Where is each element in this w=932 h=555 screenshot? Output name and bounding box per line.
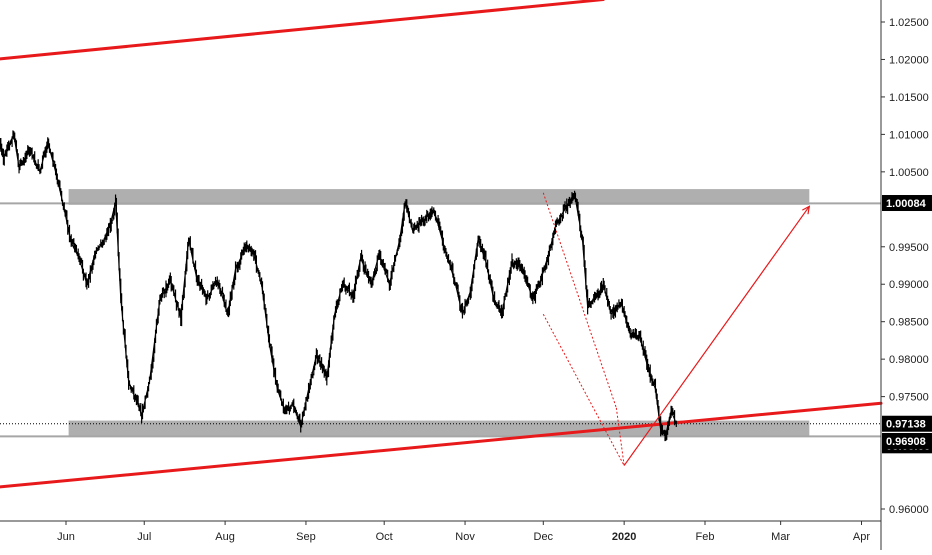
y-tick-label-2: 1.01500 (889, 92, 929, 104)
y-tick-label-6: 0.99000 (889, 279, 929, 291)
y-tick-label-1: 1.02000 (889, 54, 929, 66)
price-label-bg-0 (882, 195, 932, 212)
x-tick-label-5: Nov (455, 531, 475, 543)
x-tick-label-8: Feb (696, 531, 715, 543)
projection-arrowhead (802, 205, 811, 215)
x-tick-label-2: Aug (215, 531, 235, 543)
x-tick-label-1: Jul (137, 531, 151, 543)
zone-rect-1[interactable] (68, 420, 810, 437)
trendlines[interactable] (0, 0, 883, 489)
x-tick-label-0: Jun (57, 531, 75, 543)
price-bars (0, 130, 677, 442)
y-tick-label-3: 1.01000 (889, 129, 929, 141)
dotted-channel-line-2[interactable] (615, 407, 625, 466)
trendline-0[interactable] (0, 0, 605, 61)
price-path (0, 132, 677, 436)
price-series (0, 130, 677, 442)
price-label-bg-1 (882, 415, 932, 432)
x-tick-label-6: Dec (534, 531, 554, 543)
y-tick-label-5: 0.99500 (889, 242, 929, 254)
price-label-1: 0.97138 (886, 419, 926, 431)
x-tick-label-9: Mar (771, 531, 790, 543)
y-tick-label-0: 1.02500 (889, 17, 929, 29)
price-label-bg-3 (882, 432, 932, 449)
x-tick-label-7: 2020 (612, 531, 636, 543)
dotted-channel-line-0[interactable] (542, 192, 617, 409)
dotted-channel-line-1[interactable] (542, 313, 625, 466)
projection-drawings[interactable] (542, 192, 811, 466)
y-tick-label-7: 0.98500 (889, 317, 929, 329)
price-axis[interactable]: 1.02500 1.02000 1.01500 1.01000 1.00500 0.995… (880, 0, 929, 550)
time-axis[interactable]: Jun Jul Aug Sep Oct Nov Dec 2020 Feb Mar Apr (0, 520, 881, 543)
price-label-0: 1.00084 (886, 198, 927, 210)
x-tick-label-3: Sep (296, 531, 316, 543)
y-tick-label-9: 0.97500 (889, 392, 929, 404)
y-tick-label-8: 0.98000 (889, 354, 929, 366)
y-tick-label-10: 0.96000 (889, 504, 929, 516)
support-resistance-zones (68, 189, 810, 437)
x-tick-label-4: Oct (376, 531, 393, 543)
horizontal-levels (0, 202, 881, 438)
x-tick-label-10: Apr (853, 531, 870, 543)
zone-rect-0[interactable] (68, 189, 810, 205)
y-tick-label-4: 1.00500 (889, 167, 929, 179)
projection-line[interactable] (623, 205, 810, 466)
price-label-3: 0.96908 (886, 436, 926, 448)
trendline-1[interactable] (0, 401, 883, 489)
